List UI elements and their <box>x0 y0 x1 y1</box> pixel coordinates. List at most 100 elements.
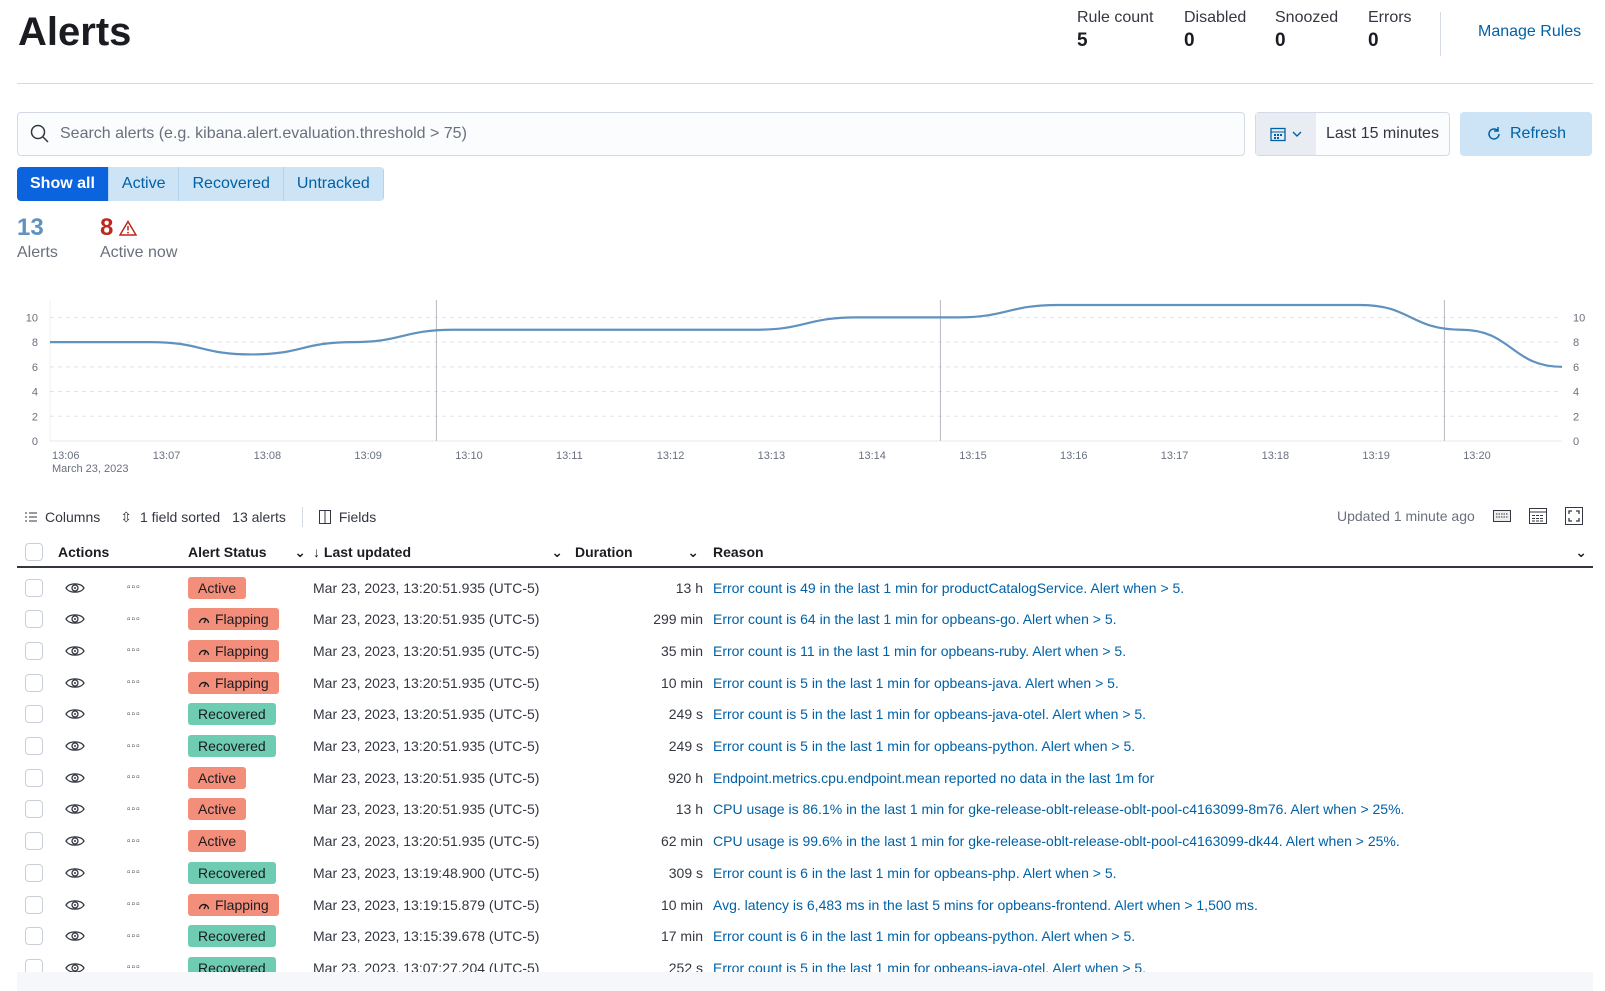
table-row: ▫▫▫ Active Mar 23, 2023, 13:20:51.935 (U… <box>17 794 1593 825</box>
reason-link[interactable]: Error count is 11 in the last 1 min for … <box>713 642 1127 659</box>
reason-link[interactable]: Error count is 49 in the last 1 min for … <box>713 579 1185 596</box>
eye-icon[interactable] <box>65 581 85 595</box>
row-checkbox[interactable] <box>25 927 43 946</box>
eye-icon[interactable] <box>65 866 85 880</box>
header-alert-status[interactable]: Alert Status ⌄ <box>188 538 306 566</box>
more-actions-icon[interactable]: ▫▫▫ <box>127 772 141 784</box>
eye-icon[interactable] <box>65 834 85 848</box>
stat-label: Snoozed <box>1275 9 1339 26</box>
more-actions-icon[interactable]: ▫▫▫ <box>127 708 141 720</box>
stat-value: 0 <box>1368 30 1379 51</box>
eye-icon[interactable] <box>65 961 85 975</box>
eye-icon[interactable] <box>65 644 85 658</box>
last-updated: Mar 23, 2023, 13:20:51.935 (UTC-5) <box>313 706 540 723</box>
search-bar[interactable] <box>17 112 1245 156</box>
duration: 309 s <box>668 864 703 881</box>
row-checkbox[interactable] <box>25 578 43 597</box>
row-checkbox[interactable] <box>25 610 43 629</box>
reason-link[interactable]: Error count is 6 in the last 1 min for o… <box>713 928 1136 945</box>
keyboard-icon[interactable] <box>1492 510 1511 522</box>
x-tick-label: 13:07 <box>153 450 181 462</box>
reason-link[interactable]: CPU usage is 86.1% in the last 1 min for… <box>713 801 1405 818</box>
reason-link[interactable]: Error count is 5 in the last 1 min for o… <box>713 706 1147 723</box>
header-reason[interactable]: Reason ⌄ <box>713 538 1593 566</box>
search-input[interactable] <box>60 125 1244 143</box>
y-tick-label: 10 <box>26 312 38 324</box>
flapping-icon <box>198 618 210 624</box>
row-checkbox[interactable] <box>25 895 43 914</box>
eye-icon[interactable] <box>65 929 85 943</box>
filter-active[interactable]: Active <box>108 167 180 201</box>
fields-button[interactable]: Fields <box>318 509 376 525</box>
fields-icon <box>318 510 331 524</box>
header-duration[interactable]: Duration ⌄ <box>575 538 699 566</box>
row-checkbox[interactable] <box>25 737 43 755</box>
status-badge: Active <box>188 766 247 789</box>
row-checkbox[interactable] <box>25 673 43 692</box>
filter-untracked[interactable]: Untracked <box>283 167 384 201</box>
columns-button[interactable]: Columns <box>25 509 100 525</box>
manage-rules-link[interactable]: Manage Rules <box>1478 23 1582 40</box>
row-checkbox[interactable] <box>25 800 43 819</box>
row-checkbox[interactable] <box>25 641 43 660</box>
more-actions-icon[interactable]: ▫▫▫ <box>127 899 141 910</box>
list-icon <box>25 512 37 522</box>
reason-link[interactable]: Error count is 5 in the last 1 min for o… <box>713 738 1136 754</box>
reason-link[interactable]: Error count is 5 in the last 1 min for o… <box>713 959 1147 976</box>
sort-button[interactable]: ⇳ 1 field sorted <box>120 509 220 526</box>
status-label: Active <box>198 801 237 818</box>
fullscreen-icon[interactable] <box>1564 507 1583 525</box>
status-badge: Recovered <box>188 735 276 757</box>
more-actions-icon[interactable]: ▫▫▫ <box>127 962 141 974</box>
status-label: Active <box>198 579 237 596</box>
reason-link[interactable]: Endpoint.metrics.cpu.endpoint.mean repor… <box>713 769 1155 786</box>
reason-link[interactable]: Error count is 64 in the last 1 min for … <box>713 611 1117 628</box>
reason-link[interactable]: Error count is 6 in the last 1 min for o… <box>713 864 1117 881</box>
eye-icon[interactable] <box>65 739 85 753</box>
alerts-count: 13 <box>17 214 44 241</box>
duration: 62 min <box>660 833 703 850</box>
header-last-updated[interactable]: ↓ Last updated ⌄ <box>313 538 563 566</box>
refresh-button[interactable]: Refresh <box>1460 112 1592 156</box>
density-icon[interactable] <box>1528 508 1547 524</box>
eye-icon[interactable] <box>65 707 85 721</box>
eye-icon[interactable] <box>65 771 85 785</box>
reason-link[interactable]: CPU usage is 99.6% in the last 1 min for… <box>713 833 1400 850</box>
table-row: ▫▫▫ Active Mar 23, 2023, 13:20:51.935 (U… <box>17 826 1593 857</box>
eye-icon[interactable] <box>65 676 85 690</box>
filter-show-all[interactable]: Show all <box>17 167 109 201</box>
row-checkbox[interactable] <box>25 832 43 851</box>
active-now-stat: 8 Active now <box>100 214 177 262</box>
more-actions-icon[interactable]: ▫▫▫ <box>127 613 141 625</box>
status-label: Recovered <box>198 706 266 723</box>
filter-recovered[interactable]: Recovered <box>179 167 284 201</box>
flapping-icon <box>198 903 210 909</box>
more-actions-icon[interactable]: ▫▫▫ <box>127 835 141 847</box>
more-actions-icon[interactable]: ▫▫▫ <box>127 803 141 815</box>
row-checkbox[interactable] <box>25 863 43 882</box>
more-actions-icon[interactable]: ▫▫▫ <box>127 740 141 752</box>
y-tick-label-right: 2 <box>1573 411 1579 423</box>
more-actions-icon[interactable]: ▫▫▫ <box>127 582 141 593</box>
more-actions-icon[interactable]: ▫▫▫ <box>127 645 141 657</box>
row-checkbox[interactable] <box>25 705 43 724</box>
row-checkbox[interactable] <box>25 768 43 787</box>
eye-icon[interactable] <box>65 898 85 912</box>
time-range[interactable]: Last 15 minutes <box>1326 125 1439 142</box>
more-actions-icon[interactable]: ▫▫▫ <box>127 677 141 689</box>
reason-link[interactable]: Error count is 5 in the last 1 min for o… <box>713 674 1119 691</box>
header-label: Last updated <box>323 544 412 560</box>
more-actions-icon[interactable]: ▫▫▫ <box>127 930 141 942</box>
eye-icon[interactable] <box>65 612 85 626</box>
duration: 920 h <box>667 769 703 786</box>
quick-select-button[interactable] <box>1256 113 1316 155</box>
x-tick-label: 13:18 <box>1262 450 1290 462</box>
more-actions-icon[interactable]: ▫▫▫ <box>127 867 141 879</box>
last-updated: Mar 23, 2023, 13:20:51.935 (UTC-5) <box>313 738 540 754</box>
table-row: ▫▫▫ Recovered Mar 23, 2023, 13:20:51.935… <box>17 699 1593 730</box>
eye-icon[interactable] <box>65 802 85 816</box>
duration: 17 min <box>660 928 703 945</box>
reason-link[interactable]: Avg. latency is 6,483 ms in the last 5 m… <box>713 896 1258 913</box>
date-picker[interactable]: Last 15 minutes <box>1255 112 1450 156</box>
select-all-checkbox[interactable] <box>25 543 43 561</box>
